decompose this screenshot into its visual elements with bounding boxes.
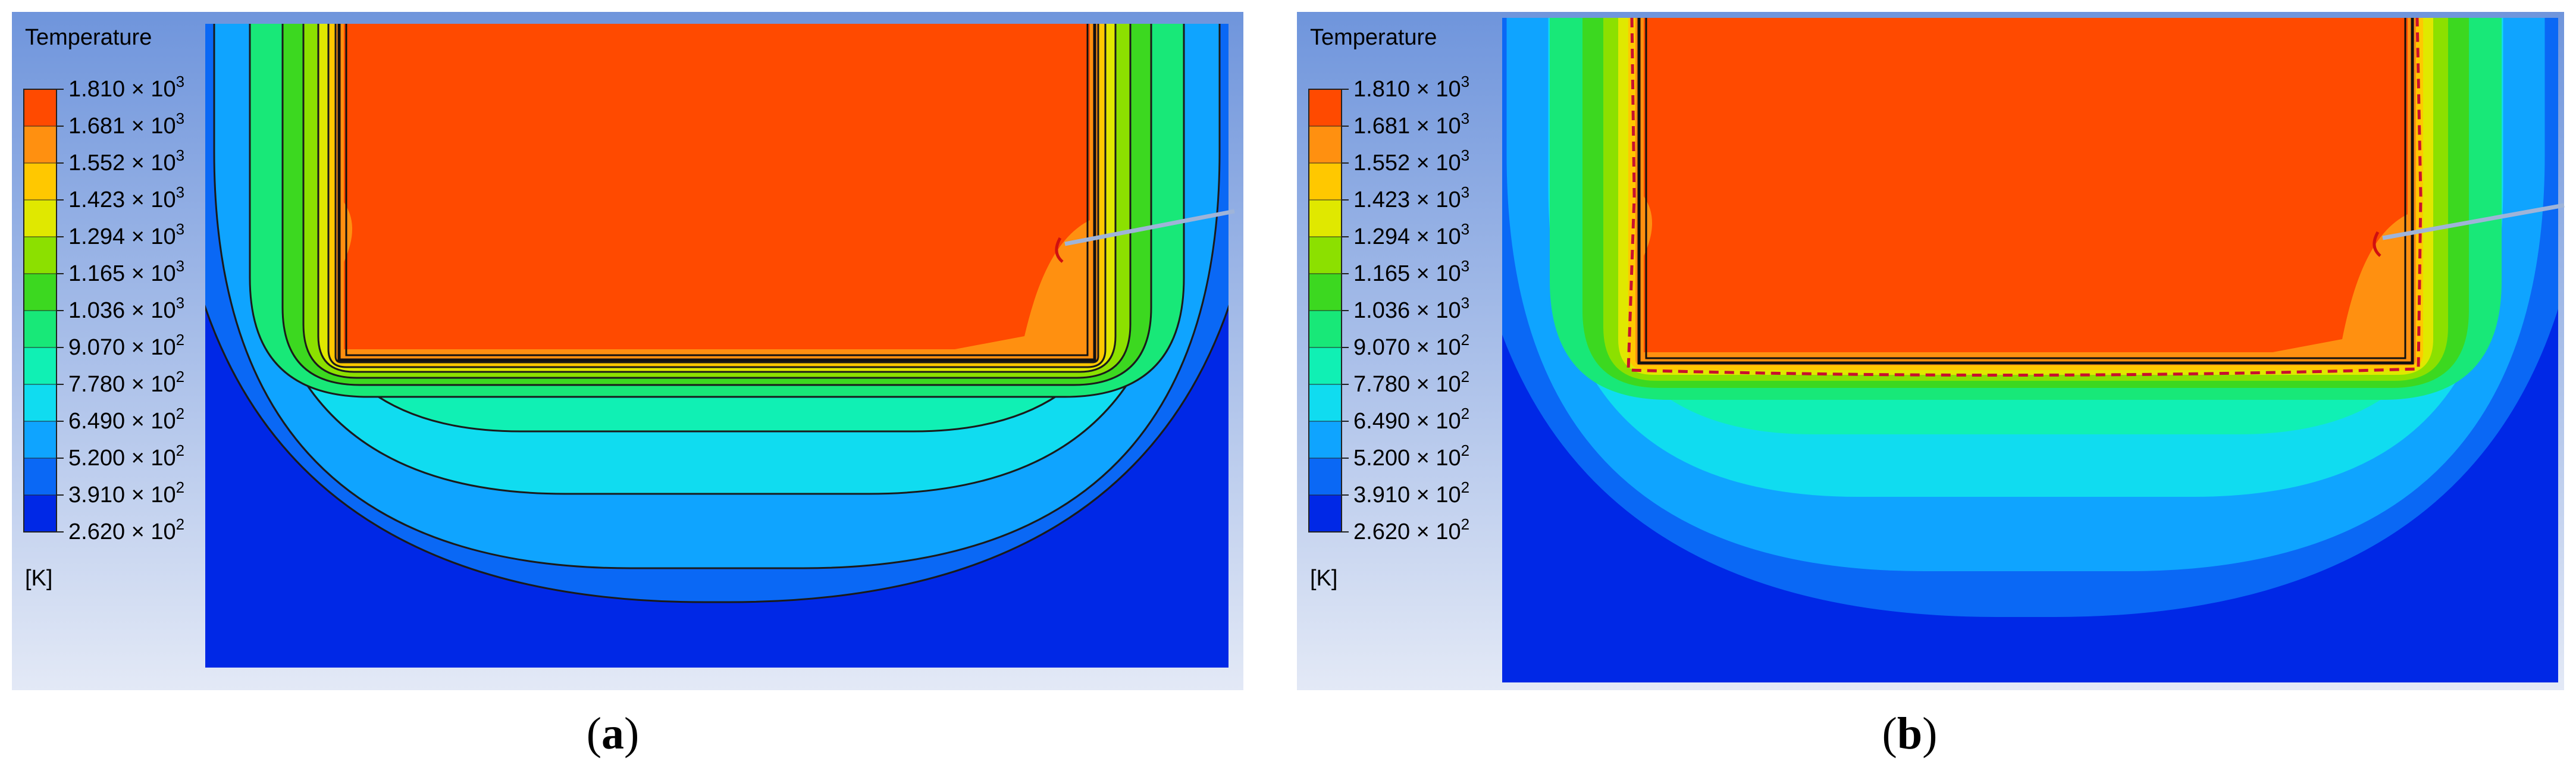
legend-label: 9.070 × 102 — [1353, 331, 1469, 360]
isotherm-line — [317, 24, 1117, 373]
legend-label: 9.070 × 102 — [68, 331, 184, 360]
probe-line — [2382, 203, 2565, 240]
legend-label: 1.552 × 103 — [1353, 146, 1469, 176]
legend-swatch — [23, 384, 57, 422]
legend-swatch — [1308, 347, 1342, 385]
legend: Temperature 1.810 × 103 1.681 × 103 1.552 ×… — [23, 25, 184, 591]
legend: Temperature 1.810 × 103 1.681 × 103 1.552 ×… — [1308, 25, 1469, 591]
legend-swatch — [1308, 162, 1342, 201]
legend-label: 1.810 × 103 — [1353, 73, 1469, 102]
legend-swatch — [23, 421, 57, 459]
melt-pool-region — [1644, 18, 2408, 358]
legend-swatch — [23, 89, 57, 127]
legend-swatch — [23, 458, 57, 496]
panel-caption-a: (a) — [586, 709, 640, 759]
legend-label: 1.423 × 103 — [68, 183, 184, 212]
isotherm-line — [205, 304, 1229, 603]
legend-swatch — [23, 199, 57, 237]
probe-tip — [1055, 237, 1064, 263]
legend-label: 1.294 × 103 — [1353, 220, 1469, 249]
legend-title: Temperature — [25, 25, 152, 50]
legend-swatch — [23, 347, 57, 385]
legend-swatch — [1308, 89, 1342, 127]
legend-swatch — [1308, 310, 1342, 348]
probe-line — [1064, 209, 1235, 246]
isotherm-line — [281, 24, 1152, 386]
isotherm-line — [213, 24, 1221, 569]
legend-label: 7.780 × 102 — [1353, 368, 1469, 397]
legend-unit: [K] — [25, 566, 52, 591]
legend-label: 1.165 × 103 — [68, 257, 184, 286]
legend-swatch — [23, 236, 57, 274]
temperature-field — [205, 24, 1229, 668]
cavity-wall-outline — [1645, 18, 2406, 359]
legend-label: 2.620 × 102 — [1353, 515, 1469, 544]
panel-b: Temperature 1.810 × 103 1.681 × 103 1.552 ×… — [1297, 12, 2565, 690]
legend-label: 1.681 × 103 — [1353, 109, 1469, 139]
legend-label: 1.165 × 103 — [1353, 257, 1469, 286]
panel-a: Temperature 1.810 × 103 1.681 × 103 1.552 ×… — [12, 12, 1243, 690]
legend-label: 6.490 × 102 — [1353, 405, 1469, 434]
legend-label: 1.681 × 103 — [68, 109, 184, 139]
cavity-wall-outline — [345, 24, 1089, 356]
isotherm-line — [249, 24, 1185, 398]
probe-tip — [2373, 231, 2381, 257]
legend-label: 1.810 × 103 — [68, 73, 184, 102]
legend-swatch — [1308, 384, 1342, 422]
legend-label: 1.423 × 103 — [1353, 183, 1469, 212]
legend-label: 2.620 × 102 — [68, 515, 184, 544]
isotherm-line — [334, 24, 1099, 364]
warm-region — [2241, 214, 2408, 358]
legend-swatch — [1308, 199, 1342, 237]
legend-label: 1.036 × 103 — [1353, 294, 1469, 323]
legend-swatch — [1308, 458, 1342, 496]
legend-swatch — [23, 126, 57, 164]
legend-swatch — [23, 162, 57, 201]
legend-label: 5.200 × 102 — [1353, 441, 1469, 471]
legend-unit: [K] — [1310, 566, 1337, 591]
isotherm-line — [327, 24, 1107, 368]
legend-label: 7.780 × 102 — [68, 368, 184, 397]
legend-swatch — [23, 494, 57, 533]
legend-swatch — [1308, 236, 1342, 274]
cavity-wall-outline — [1637, 18, 2414, 365]
legend-label: 1.036 × 103 — [68, 294, 184, 323]
panel-caption-b: (b) — [1882, 709, 1938, 759]
isotherm-line — [302, 24, 1132, 379]
legend-swatch — [23, 273, 57, 311]
legend-label: 1.294 × 103 — [68, 220, 184, 249]
legend-label: 3.910 × 102 — [1353, 478, 1469, 508]
legend-label: 1.552 × 103 — [68, 146, 184, 176]
cavity-wall-outline — [337, 24, 1096, 362]
legend-swatch — [1308, 126, 1342, 164]
legend-swatch — [23, 310, 57, 348]
temperature-field — [1502, 18, 2558, 682]
warm-region — [923, 220, 1090, 355]
legend-swatch — [1308, 273, 1342, 311]
legend-swatch — [1308, 421, 1342, 459]
dashed-boundary-line — [1627, 18, 2423, 377]
melt-pool-region — [344, 24, 1090, 355]
legend-title: Temperature — [1310, 25, 1437, 50]
legend-swatch — [1308, 494, 1342, 533]
legend-label: 6.490 × 102 — [68, 405, 184, 434]
legend-label: 3.910 × 102 — [68, 478, 184, 508]
legend-label: 5.200 × 102 — [68, 441, 184, 471]
